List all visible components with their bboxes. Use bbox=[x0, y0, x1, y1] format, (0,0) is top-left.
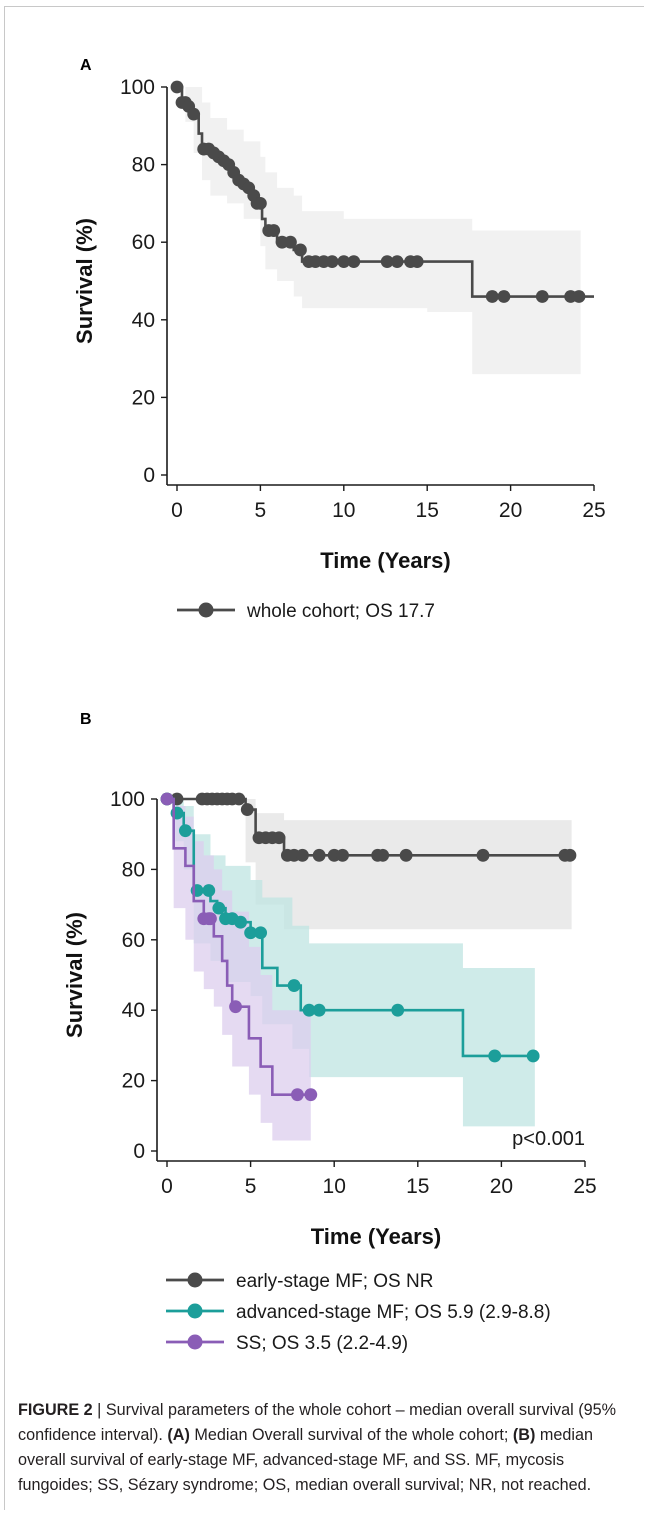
y-tick-label-a: 80 bbox=[132, 154, 155, 177]
censor-point-b-0 bbox=[240, 803, 254, 816]
x-tick-label-a: 25 bbox=[582, 499, 605, 522]
legend-marker-b-1 bbox=[187, 1303, 203, 1319]
censor-point-b-0 bbox=[399, 848, 413, 862]
censor-point-b-0 bbox=[296, 848, 309, 862]
censor-point-b-2 bbox=[291, 1088, 304, 1102]
x-axis-title-b: Time (Years) bbox=[311, 1224, 441, 1249]
x-tick-label-b: 10 bbox=[323, 1175, 346, 1198]
censor-point-b-1 bbox=[178, 824, 192, 838]
caption-separator: | bbox=[97, 1401, 102, 1419]
censor-point-b-1 bbox=[254, 926, 268, 940]
censor-point-a-0 bbox=[325, 255, 339, 268]
figure-label: FIGURE 2 bbox=[18, 1401, 93, 1419]
x-tick-label-b: 5 bbox=[245, 1175, 257, 1198]
censor-point-b-2 bbox=[304, 1088, 318, 1102]
x-tick-label-a: 10 bbox=[332, 499, 355, 522]
chart-panel-b: B 0 5 10 15 20 25 0 20 40 60 80 100 Time (Years) Survi… bbox=[62, 711, 597, 1354]
censor-point-b-1 bbox=[234, 915, 247, 929]
censor-point-a-0 bbox=[390, 255, 404, 268]
x-tick-label-a: 15 bbox=[416, 499, 439, 522]
x-tick-label-b: 20 bbox=[490, 1175, 513, 1198]
censor-point-a-0 bbox=[337, 255, 351, 268]
y-tick-label-b: 20 bbox=[122, 1070, 145, 1093]
censor-point-a-0 bbox=[254, 197, 267, 210]
legend-marker-b-0 bbox=[187, 1272, 203, 1288]
caption-text-3: median overall survival of early-stage M… bbox=[18, 1426, 593, 1494]
censor-point-b-0 bbox=[232, 792, 246, 806]
x-tick-label-a: 20 bbox=[499, 499, 522, 522]
censor-point-b-1 bbox=[312, 1003, 326, 1017]
censor-point-b-0 bbox=[376, 848, 390, 862]
y-tick-label-b: 40 bbox=[122, 999, 145, 1022]
y-axis-title-a: Survival (%) bbox=[72, 218, 97, 344]
legend-label-b-2: SS; OS 3.5 (2.2-4.9) bbox=[236, 1333, 408, 1354]
x-tick-label-b: 0 bbox=[161, 1175, 173, 1198]
censor-point-b-1 bbox=[526, 1049, 540, 1063]
y-tick-label-a: 40 bbox=[132, 309, 155, 332]
y-tick-label-a: 20 bbox=[132, 386, 155, 409]
caption-text-2: Median Overall survival of the whole coh… bbox=[194, 1426, 509, 1444]
ci-band-b-2 bbox=[167, 799, 311, 1141]
y-tick-label-b: 0 bbox=[133, 1140, 145, 1163]
caption-label-a: (A) bbox=[167, 1426, 190, 1444]
censor-point-b-1 bbox=[287, 979, 301, 992]
censor-point-b-0 bbox=[336, 848, 349, 862]
censor-point-a-0 bbox=[572, 290, 586, 303]
censor-point-a-0 bbox=[380, 255, 394, 268]
censor-point-b-1 bbox=[391, 1003, 405, 1017]
ci-band-b-0 bbox=[167, 799, 572, 930]
x-tick-label-a: 0 bbox=[171, 499, 183, 522]
legend-label-a-0: whole cohort; OS 17.7 bbox=[246, 601, 435, 622]
y-tick-label-b: 100 bbox=[110, 788, 145, 811]
censor-point-b-2 bbox=[229, 1000, 242, 1014]
legend-marker-a-0 bbox=[198, 602, 214, 618]
censor-point-a-0 bbox=[497, 290, 511, 303]
censor-point-a-0 bbox=[485, 290, 499, 303]
y-axis-title-b: Survival (%) bbox=[62, 912, 87, 1038]
censor-point-b-1 bbox=[488, 1049, 502, 1063]
censor-point-b-1 bbox=[212, 901, 226, 915]
ci-band-a-0 bbox=[177, 87, 581, 375]
censor-point-b-1 bbox=[244, 926, 257, 940]
y-tick-label-b: 60 bbox=[122, 929, 145, 952]
p-value-annotation: p<0.001 bbox=[512, 1128, 585, 1150]
ci-band-b-1 bbox=[167, 799, 535, 1127]
censor-point-b-1 bbox=[302, 1003, 316, 1017]
y-tick-label-b: 80 bbox=[122, 858, 145, 881]
chart-panel-a: A 0 5 10 15 20 25 0 20 40 60 80 100 Time (Years) Survi… bbox=[72, 57, 606, 622]
x-tick-label-a: 5 bbox=[255, 499, 267, 522]
censor-point-b-0 bbox=[312, 848, 326, 862]
censor-point-a-0 bbox=[535, 290, 549, 303]
censor-point-b-1 bbox=[202, 884, 216, 897]
panel-letter-b: B bbox=[80, 711, 92, 728]
figure-caption: FIGURE 2 | Survival parameters of the wh… bbox=[18, 1398, 628, 1498]
censor-point-b-0 bbox=[476, 848, 490, 862]
legend-label-b-0: early-stage MF; OS NR bbox=[236, 1271, 433, 1292]
censor-point-a-0 bbox=[284, 235, 297, 249]
censor-point-b-0 bbox=[563, 848, 577, 862]
y-tick-label-a: 100 bbox=[120, 76, 155, 99]
panel-letter-a: A bbox=[80, 57, 92, 74]
x-tick-label-b: 25 bbox=[573, 1175, 596, 1198]
legend-label-b-1: advanced-stage MF; OS 5.9 (2.9-8.8) bbox=[236, 1302, 551, 1323]
caption-text-1: Survival parameters of the whole cohort … bbox=[18, 1401, 617, 1444]
censor-point-a-0 bbox=[294, 243, 307, 257]
censor-point-a-0 bbox=[170, 80, 184, 94]
censor-point-b-0 bbox=[272, 831, 286, 845]
censor-point-a-0 bbox=[410, 255, 424, 268]
y-tick-label-a: 60 bbox=[132, 231, 155, 254]
y-tick-label-a: 0 bbox=[143, 464, 155, 487]
figure-frame bbox=[4, 6, 644, 1510]
censor-point-b-2 bbox=[160, 792, 174, 806]
censor-point-a-0 bbox=[187, 107, 201, 121]
censor-point-a-0 bbox=[267, 224, 281, 237]
x-tick-label-b: 15 bbox=[406, 1175, 429, 1198]
censor-point-a-0 bbox=[347, 255, 361, 268]
survival-line-b-2 bbox=[167, 797, 311, 1096]
censor-point-b-2 bbox=[204, 912, 217, 926]
caption-label-b: (B) bbox=[512, 1426, 536, 1444]
legend-marker-b-2 bbox=[187, 1334, 203, 1350]
x-axis-title-a: Time (Years) bbox=[320, 548, 450, 573]
